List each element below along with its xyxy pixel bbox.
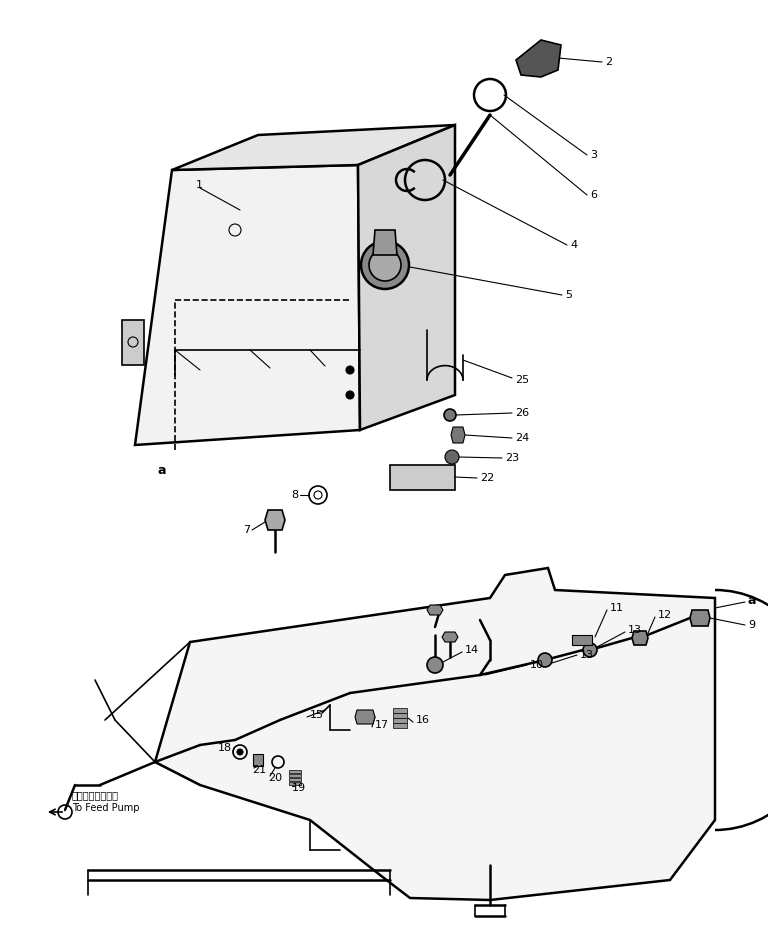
Circle shape — [346, 366, 354, 374]
Polygon shape — [289, 774, 301, 777]
Text: 12: 12 — [658, 610, 672, 620]
Text: To Feed Pump: To Feed Pump — [72, 803, 140, 813]
Polygon shape — [427, 605, 443, 615]
Text: 17: 17 — [375, 720, 389, 730]
Polygon shape — [135, 165, 360, 445]
Text: 21: 21 — [252, 765, 266, 775]
Polygon shape — [572, 635, 592, 645]
Text: 4: 4 — [570, 240, 577, 250]
Polygon shape — [632, 631, 648, 645]
Text: 7: 7 — [243, 525, 250, 535]
Text: 23: 23 — [505, 453, 519, 463]
Polygon shape — [355, 710, 375, 724]
Polygon shape — [289, 770, 301, 773]
Text: 22: 22 — [480, 473, 495, 483]
Text: 9: 9 — [748, 620, 755, 630]
Circle shape — [361, 241, 409, 289]
Text: 24: 24 — [515, 433, 529, 443]
Text: 6: 6 — [590, 190, 597, 200]
Text: 18: 18 — [218, 743, 232, 753]
Text: 16: 16 — [416, 715, 430, 725]
Polygon shape — [122, 320, 144, 365]
Polygon shape — [690, 610, 710, 626]
Text: 15: 15 — [310, 710, 324, 720]
Circle shape — [427, 657, 443, 673]
Text: 8: 8 — [291, 490, 298, 500]
Text: 3: 3 — [590, 150, 597, 160]
Polygon shape — [442, 632, 458, 642]
Polygon shape — [393, 708, 407, 713]
Polygon shape — [155, 568, 715, 900]
Text: 5: 5 — [565, 290, 572, 300]
Circle shape — [583, 643, 597, 657]
Polygon shape — [390, 465, 455, 490]
Polygon shape — [253, 754, 263, 766]
Polygon shape — [516, 40, 561, 77]
Polygon shape — [373, 230, 397, 255]
Polygon shape — [393, 723, 407, 728]
Text: 10: 10 — [530, 660, 544, 670]
Text: 26: 26 — [515, 408, 529, 418]
Polygon shape — [289, 778, 301, 781]
Circle shape — [369, 249, 401, 281]
Circle shape — [444, 409, 456, 421]
Polygon shape — [393, 718, 407, 723]
Text: a: a — [748, 593, 756, 606]
Polygon shape — [265, 510, 285, 530]
Polygon shape — [393, 713, 407, 718]
Circle shape — [237, 749, 243, 755]
Polygon shape — [451, 427, 465, 443]
Text: 2: 2 — [605, 57, 612, 67]
Polygon shape — [172, 125, 455, 170]
Circle shape — [445, 450, 459, 464]
Polygon shape — [289, 782, 301, 785]
Text: 13: 13 — [628, 625, 642, 635]
Text: 1: 1 — [196, 180, 203, 190]
Text: 13: 13 — [580, 650, 594, 660]
Text: フィードポンプへ: フィードポンプへ — [72, 790, 119, 800]
Text: 11: 11 — [610, 603, 624, 613]
Text: a: a — [158, 463, 167, 476]
Text: 20: 20 — [268, 773, 282, 783]
Circle shape — [346, 391, 354, 399]
Polygon shape — [358, 125, 455, 430]
Text: 14: 14 — [465, 645, 479, 655]
Text: 19: 19 — [292, 783, 306, 793]
Text: 25: 25 — [515, 375, 529, 385]
Circle shape — [538, 653, 552, 667]
